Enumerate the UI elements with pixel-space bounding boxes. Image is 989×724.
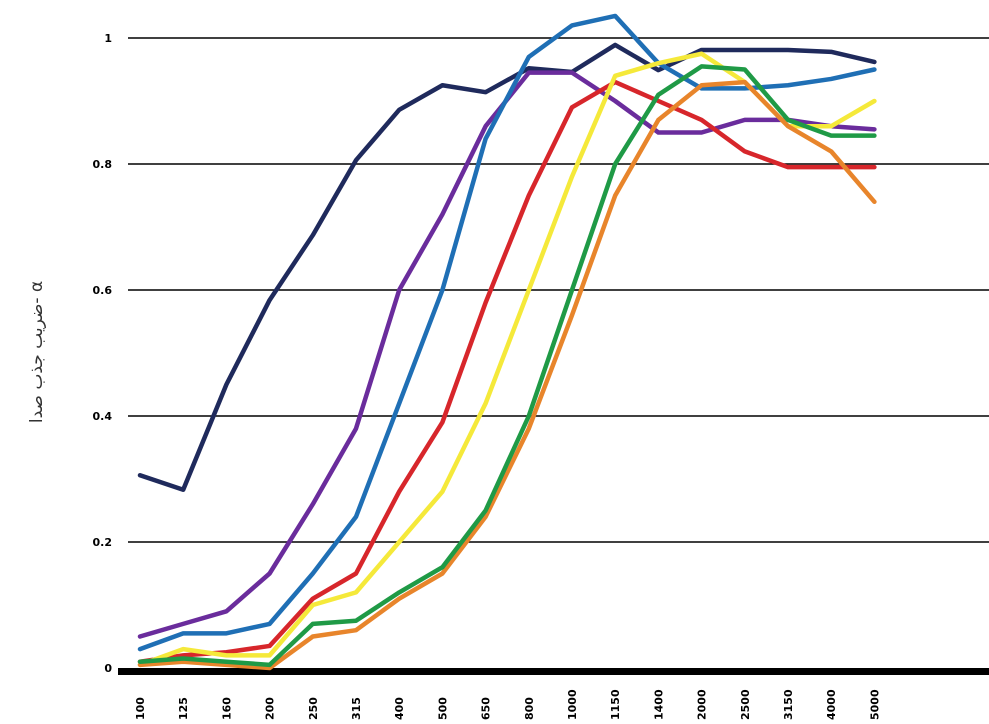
x-tick-label: 200 — [264, 697, 277, 720]
x-tick-label: 800 — [523, 697, 536, 720]
data-line — [137, 79, 877, 664]
data-line — [137, 64, 877, 668]
y-tick-label: 0.6 — [93, 284, 113, 297]
x-tick-label: 315 — [350, 697, 363, 720]
data-line — [137, 42, 877, 492]
y-tick-label: 0.4 — [93, 410, 113, 423]
x-axis-line — [118, 668, 989, 675]
y-tick-label: 0 — [104, 662, 112, 675]
x-tick-label: 100 — [134, 697, 147, 720]
x-tick-label: 500 — [436, 697, 449, 720]
data-line — [137, 79, 877, 671]
x-tick-label: 5000 — [868, 689, 881, 720]
x-tick-label: 650 — [480, 697, 493, 720]
data-line — [137, 13, 877, 652]
x-tick-label: 2500 — [739, 689, 752, 720]
x-tick-label: 1000 — [566, 689, 579, 720]
x-tick-label: 2000 — [696, 689, 709, 720]
x-tick-label: 1150 — [609, 689, 622, 720]
x-tick-label: 160 — [220, 697, 233, 720]
x-tick-label: 125 — [177, 697, 190, 720]
y-axis-title: ضریب جذب صدا- α — [27, 281, 47, 423]
x-tick-label: 3150 — [782, 689, 795, 720]
y-tick-label: 1 — [104, 32, 112, 45]
x-tick-label: 250 — [307, 697, 320, 720]
x-tick-label: 1400 — [652, 689, 665, 720]
y-tick-label: 0.8 — [93, 158, 113, 171]
y-tick-label: 0.2 — [93, 536, 113, 549]
x-tick-label: 400 — [393, 697, 406, 720]
data-line — [137, 51, 877, 668]
x-tick-label: 4000 — [825, 689, 838, 720]
